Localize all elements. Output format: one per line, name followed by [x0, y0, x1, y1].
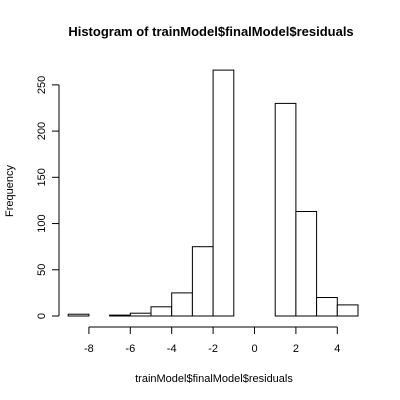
x-tick-label: 2 [293, 343, 299, 355]
histogram-bar [67, 313, 90, 317]
x-tick-label: -6 [125, 343, 135, 355]
y-tick-label: 100 [36, 214, 48, 232]
histogram-bar [212, 69, 235, 317]
y-tick-label: 250 [36, 76, 48, 94]
y-tick-label: 200 [36, 122, 48, 140]
x-tick-label: -8 [84, 343, 94, 355]
chart-title: Histogram of trainModel$finalModel$resid… [68, 24, 353, 39]
x-axis-label: trainModel$finalModel$residuals [135, 373, 293, 385]
x-tick-label: 4 [334, 343, 340, 355]
histogram-bar [274, 102, 297, 317]
histogram-bar [109, 314, 131, 317]
x-tick-label: 0 [251, 343, 257, 355]
histogram-bar [171, 292, 193, 317]
x-tick-label: -2 [208, 343, 218, 355]
histogram-bar [129, 312, 152, 317]
x-tick-label: -4 [167, 343, 177, 355]
histogram-bar [295, 211, 318, 317]
histogram-bar [316, 297, 338, 317]
y-axis-label: Frequency [4, 165, 16, 217]
y-tick-label: 150 [36, 168, 48, 186]
histogram-bar [191, 246, 214, 317]
histogram-bar [336, 304, 359, 317]
bars-group [67, 69, 359, 317]
y-tick-label: 50 [36, 264, 48, 276]
x-axis: -8 -6 -4 -2 0 2 4 [84, 326, 340, 355]
y-tick-label: 0 [36, 313, 48, 319]
histogram-bar [150, 306, 173, 317]
y-axis: 0 50 100 150 200 250 [36, 76, 60, 319]
